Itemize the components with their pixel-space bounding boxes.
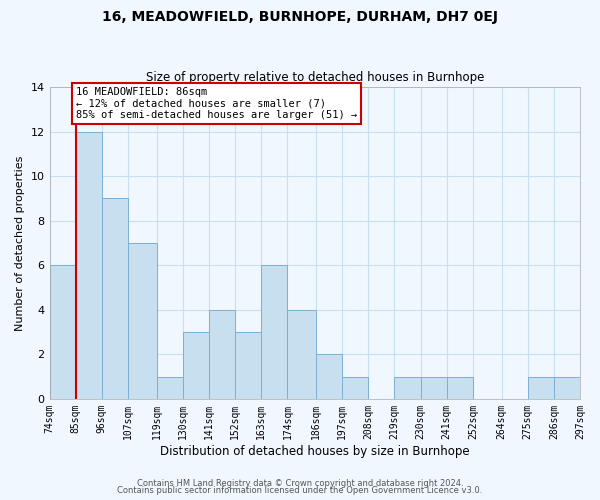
Text: Contains HM Land Registry data © Crown copyright and database right 2024.: Contains HM Land Registry data © Crown c… [137,478,463,488]
Bar [316,354,342,399]
Bar [50,265,76,399]
Bar [76,132,102,399]
Bar [128,243,157,399]
Bar [183,332,209,399]
Bar [342,376,368,399]
X-axis label: Distribution of detached houses by size in Burnhope: Distribution of detached houses by size … [160,444,470,458]
Bar [287,310,316,399]
Bar [261,265,287,399]
Text: 16, MEADOWFIELD, BURNHOPE, DURHAM, DH7 0EJ: 16, MEADOWFIELD, BURNHOPE, DURHAM, DH7 0… [102,10,498,24]
Text: Contains public sector information licensed under the Open Government Licence v3: Contains public sector information licen… [118,486,482,495]
Title: Size of property relative to detached houses in Burnhope: Size of property relative to detached ho… [146,72,484,85]
Bar [554,376,580,399]
Bar [157,376,183,399]
Bar [235,332,261,399]
Bar [447,376,473,399]
Text: 16 MEADOWFIELD: 86sqm
← 12% of detached houses are smaller (7)
85% of semi-detac: 16 MEADOWFIELD: 86sqm ← 12% of detached … [76,87,357,120]
Bar [527,376,554,399]
Y-axis label: Number of detached properties: Number of detached properties [15,156,25,330]
Bar [421,376,447,399]
Bar [102,198,128,399]
Bar [209,310,235,399]
Bar [394,376,421,399]
